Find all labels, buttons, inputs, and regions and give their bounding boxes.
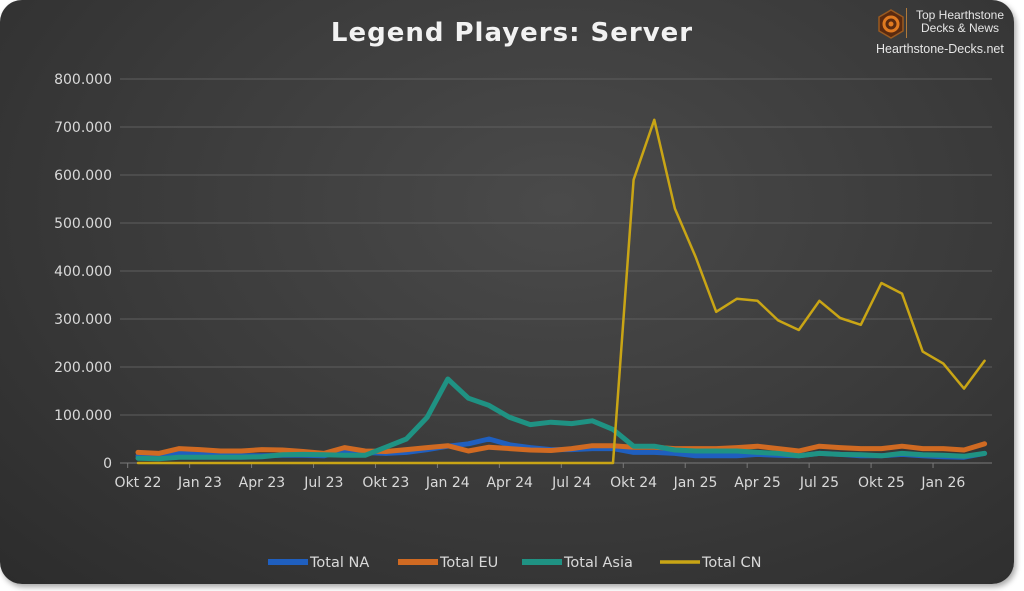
hearthstone-logo-icon	[878, 9, 904, 39]
legend-label: Total NA	[309, 555, 369, 571]
x-tick-label: Jan 25	[673, 475, 718, 491]
logo-separator	[906, 8, 907, 38]
chart-card	[0, 0, 1014, 584]
x-tick-label: Jul 25	[799, 475, 839, 491]
y-tick-label: 200.000	[54, 360, 112, 376]
y-tick-label: 800.000	[54, 72, 112, 88]
x-tick-label: Apr 24	[486, 475, 533, 491]
series-line-total-eu	[135, 441, 988, 456]
x-tick-label: Apr 25	[734, 475, 780, 491]
x-tick-label: Jul 24	[551, 475, 591, 491]
x-tick-label: Jan 26	[920, 475, 965, 491]
legend-label: Total Asia	[563, 555, 633, 571]
x-tick-label: Apr 23	[239, 475, 285, 491]
x-tick-label: Jan 24	[425, 475, 470, 491]
y-tick-label: 700.000	[54, 120, 112, 136]
legend-label: Total EU	[439, 555, 498, 571]
y-tick-label: 300.000	[54, 312, 112, 328]
x-tick-label: Okt 23	[362, 475, 409, 491]
series-line-total-asia	[135, 376, 988, 462]
y-tick-label: 0	[103, 456, 112, 472]
chart-title: Legend Players: Server	[330, 18, 694, 48]
x-tick-label: Jan 23	[177, 475, 222, 491]
y-tick-label: 600.000	[54, 168, 112, 184]
x-tick-label: Okt 25	[858, 475, 905, 491]
x-tick-label: Okt 24	[610, 475, 657, 491]
y-tick-label: 100.000	[54, 408, 112, 424]
site-logo: Top Hearthstone Decks & News Hearthstone-…	[872, 6, 1012, 60]
y-tick-label: 500.000	[54, 216, 112, 232]
series-line-total-cn	[136, 118, 986, 465]
legend-label: Total CN	[701, 555, 761, 571]
x-tick-label: Jul 23	[303, 475, 343, 491]
logo-site-name: Hearthstone-Decks.net	[876, 42, 1004, 56]
y-tick-label: 400.000	[54, 264, 112, 280]
logo-tagline: Top Hearthstone Decks & News	[915, 8, 1005, 35]
x-tick-label: Okt 22	[115, 475, 162, 491]
